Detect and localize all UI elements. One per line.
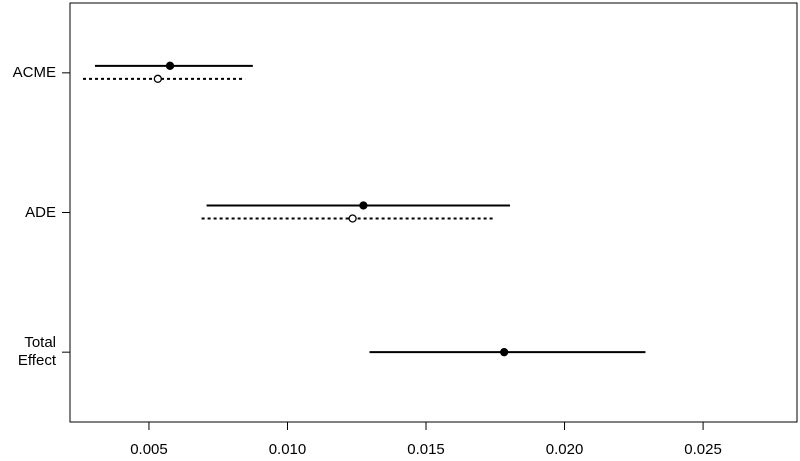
point	[165, 61, 175, 70]
point	[499, 348, 509, 357]
point	[348, 214, 357, 223]
x-tick-label: 0.015	[407, 441, 445, 458]
x-tick-label: 0.010	[269, 441, 307, 458]
y-tick-label: ACME	[12, 63, 56, 81]
x-tick-label: 0.005	[130, 441, 168, 458]
x-tick-label: 0.025	[684, 441, 722, 458]
x-tick-label: 0.020	[546, 441, 584, 458]
y-tick-label: Total Effect	[17, 334, 56, 370]
y-tick-label: ADE	[25, 203, 56, 221]
point	[359, 201, 368, 210]
point	[153, 74, 162, 83]
